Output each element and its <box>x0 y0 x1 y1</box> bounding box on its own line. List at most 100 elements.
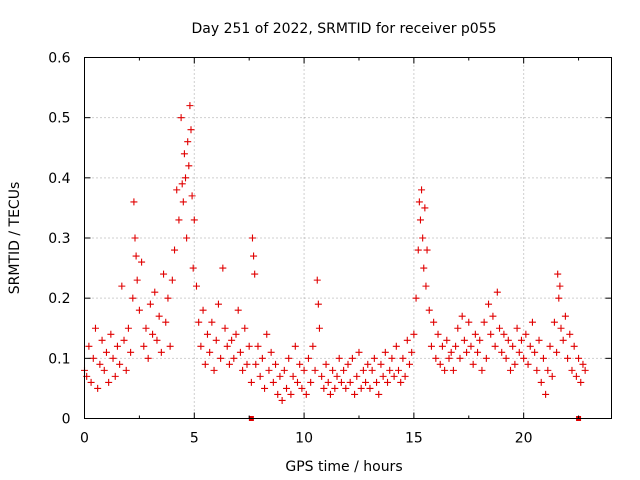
data-point <box>197 342 205 350</box>
data-point <box>178 180 186 188</box>
data-point <box>234 306 242 314</box>
data-point <box>482 354 490 362</box>
data-point <box>408 348 416 356</box>
data-point <box>164 294 172 302</box>
data-point <box>333 372 341 380</box>
data-point <box>533 366 541 374</box>
data-point <box>531 348 539 356</box>
data-point <box>544 366 552 374</box>
data-point <box>390 372 398 380</box>
y-tick-label: 0.3 <box>48 231 70 247</box>
data-point <box>405 360 413 368</box>
data-point <box>214 300 222 308</box>
data-point <box>364 360 372 368</box>
data-point <box>458 312 466 320</box>
data-point <box>359 366 367 374</box>
data-point <box>337 378 345 386</box>
data-point <box>314 300 322 308</box>
data-point <box>111 372 119 380</box>
data-point <box>397 378 405 386</box>
data-point <box>564 354 572 362</box>
data-point <box>162 318 170 326</box>
data-point <box>395 366 403 374</box>
x-axis-label: GPS time / hours <box>285 459 402 475</box>
data-point <box>331 384 339 392</box>
data-point <box>469 360 477 368</box>
data-point <box>247 378 255 386</box>
data-point <box>509 342 517 350</box>
data-point <box>256 372 264 380</box>
data-point <box>239 366 247 374</box>
data-point <box>187 126 195 134</box>
data-point <box>357 384 365 392</box>
data-point <box>232 330 240 338</box>
data-point <box>236 348 244 356</box>
data-point <box>546 342 554 350</box>
data-point <box>443 336 451 344</box>
data-point <box>258 354 266 362</box>
data-point <box>274 390 282 398</box>
data-point <box>422 282 430 290</box>
data-point <box>171 246 179 254</box>
axis-ticks <box>84 57 612 419</box>
data-point <box>283 384 291 392</box>
data-point <box>105 378 113 386</box>
data-point <box>94 384 102 392</box>
data-point <box>307 378 315 386</box>
data-point <box>129 294 137 302</box>
data-point <box>166 342 174 350</box>
data-point <box>493 288 501 296</box>
data-point <box>127 348 135 356</box>
data-point <box>344 360 352 368</box>
data-point <box>554 270 562 278</box>
data-point <box>318 372 326 380</box>
data-point <box>208 318 216 326</box>
data-point <box>155 312 163 320</box>
data-point <box>570 342 578 350</box>
data-point <box>309 342 317 350</box>
data-point <box>296 360 304 368</box>
data-point <box>278 396 286 404</box>
data-point <box>340 366 348 374</box>
data-point <box>548 372 556 380</box>
data-point <box>183 234 191 242</box>
data-point <box>375 390 383 398</box>
x-tick-label: 10 <box>295 431 313 447</box>
data-point <box>263 330 271 338</box>
data-point <box>537 378 545 386</box>
data-point <box>195 318 203 326</box>
data-point <box>254 342 262 350</box>
data-point <box>410 330 418 338</box>
data-point <box>454 324 462 332</box>
data-point <box>353 372 361 380</box>
y-tick-label: 0.2 <box>48 291 70 307</box>
data-point <box>342 384 350 392</box>
data-point <box>474 348 482 356</box>
data-point <box>335 354 343 362</box>
data-point <box>368 366 376 374</box>
x-tick-label: 20 <box>515 431 533 447</box>
data-point <box>421 204 429 212</box>
data-point <box>434 330 442 338</box>
data-point <box>210 366 218 374</box>
data-point <box>287 390 295 398</box>
data-point <box>250 252 258 260</box>
data-point <box>476 336 484 344</box>
data-point <box>182 174 190 182</box>
data-point <box>478 366 486 374</box>
data-point <box>557 324 565 332</box>
data-point <box>423 246 431 254</box>
data-point <box>420 264 428 272</box>
data-point <box>298 384 306 392</box>
data-point <box>418 186 426 194</box>
data-point <box>130 198 138 206</box>
data-point <box>116 360 124 368</box>
data-point <box>313 276 321 284</box>
data-point <box>221 324 229 332</box>
data-point <box>180 150 188 158</box>
data-point <box>326 390 334 398</box>
data-point <box>293 378 301 386</box>
data-point <box>550 318 558 326</box>
data-point <box>447 348 455 356</box>
